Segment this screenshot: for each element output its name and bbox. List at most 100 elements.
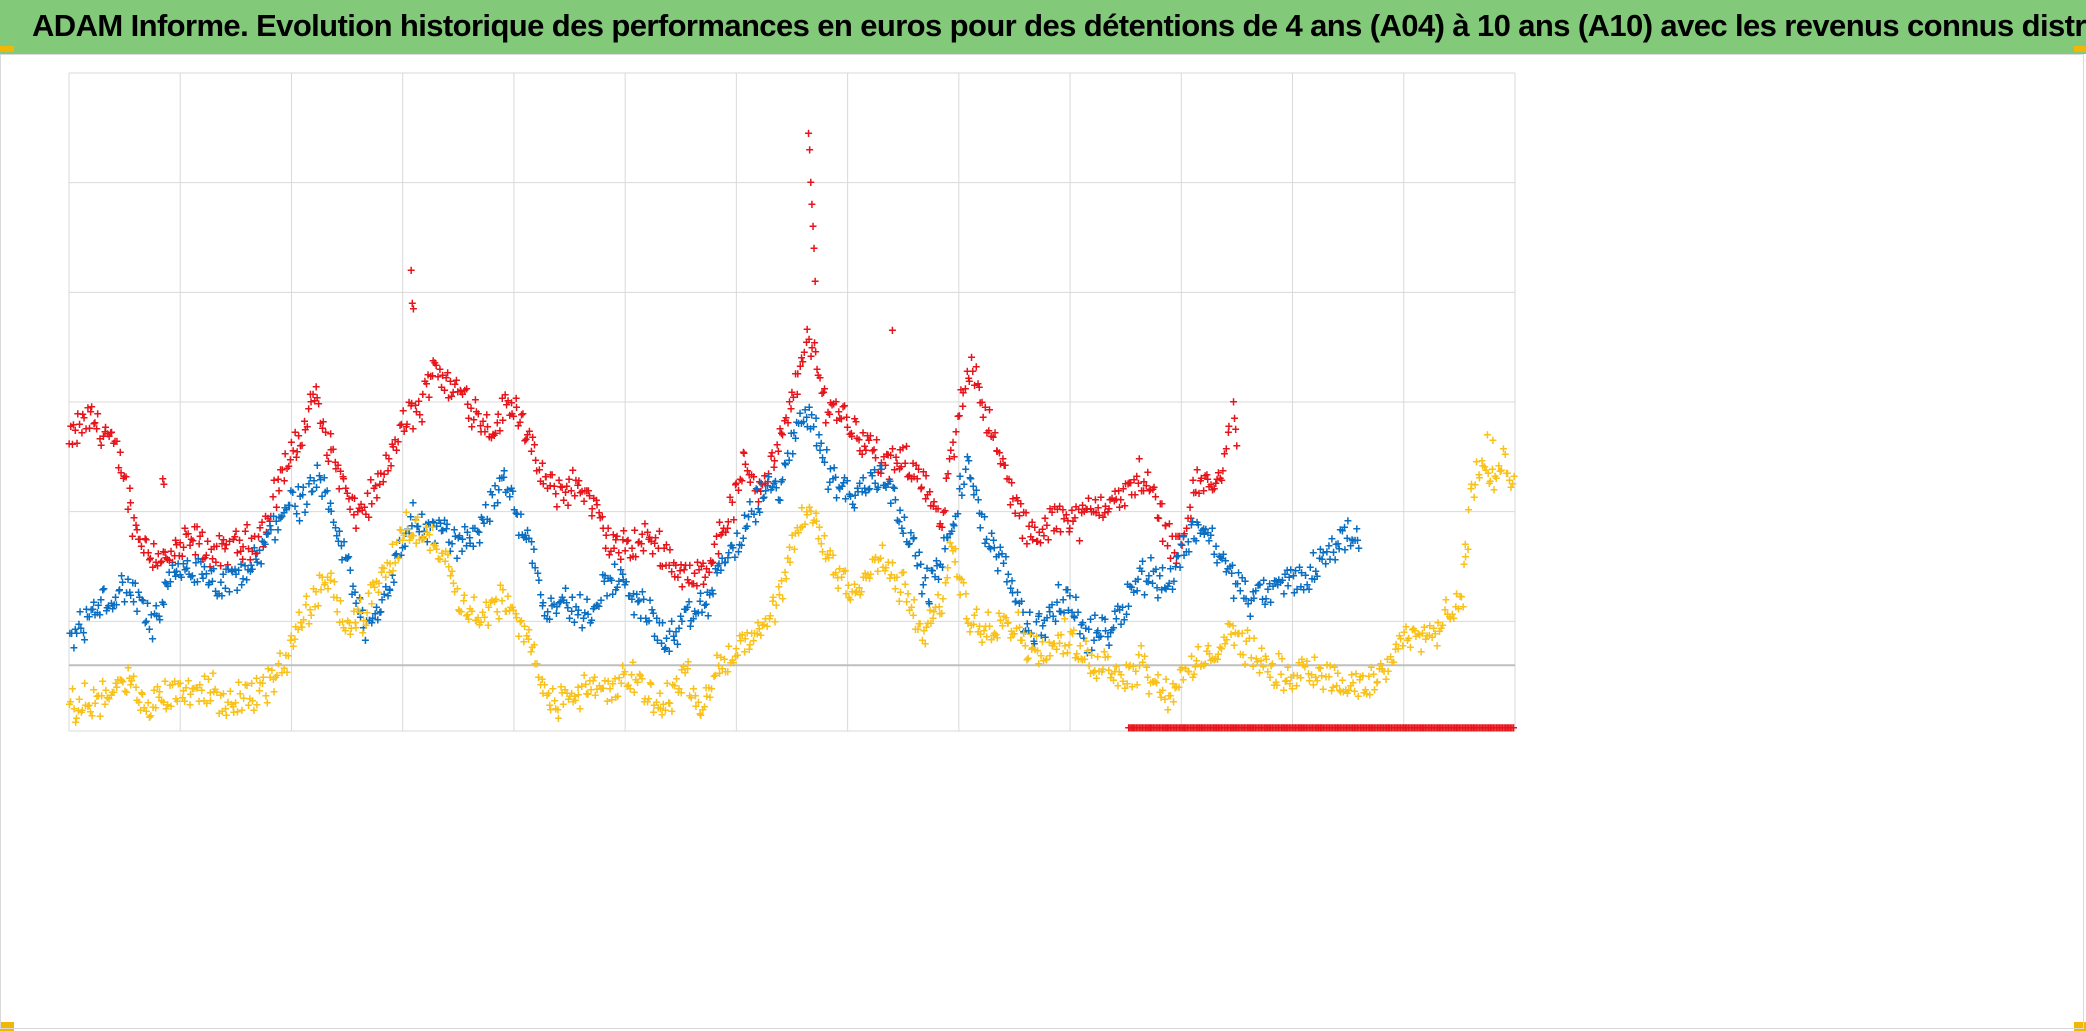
marker-a04: + — [1009, 492, 1017, 507]
marker-a05: + — [83, 610, 91, 625]
marker-a05: + — [659, 616, 667, 631]
marker-a04: + — [255, 530, 263, 545]
marker-a04: + — [273, 501, 281, 516]
marker-a04-baseline: + — [1304, 721, 1312, 736]
marker-a04-baseline: + — [1247, 721, 1255, 736]
marker-a04: + — [788, 386, 796, 401]
marker-a04: + — [199, 553, 207, 568]
marker-a05: + — [145, 622, 153, 637]
marker-a04: + — [1161, 518, 1169, 533]
marker-a04: + — [569, 464, 577, 479]
marker-a05: + — [445, 535, 453, 550]
marker-a04: + — [1204, 473, 1212, 488]
marker-a05: + — [124, 573, 132, 588]
marker-a04: + — [859, 426, 867, 441]
marker-a04-baseline: + — [1267, 721, 1275, 736]
marker-a05: + — [771, 475, 779, 490]
marker-a05: + — [709, 587, 717, 602]
marker-a05: + — [202, 567, 210, 582]
marker-a05: + — [871, 463, 879, 478]
marker-a04: + — [665, 559, 673, 574]
marker-a05: + — [929, 564, 937, 579]
marker-a04: + — [1197, 474, 1205, 489]
marker-a05: + — [118, 569, 126, 584]
marker-a05: + — [479, 512, 487, 527]
marker-a04: + — [122, 470, 130, 485]
marker-a05: + — [626, 589, 634, 604]
marker-a04-baseline: + — [1185, 721, 1193, 736]
marker-a05: + — [670, 633, 678, 648]
marker-a04-baseline: + — [1256, 721, 1264, 736]
marker-a04: + — [771, 454, 779, 469]
marker-a04-baseline: + — [1421, 721, 1429, 736]
marker-a04-baseline: + — [1171, 721, 1179, 736]
marker-a04: + — [1187, 511, 1195, 526]
marker-a10: + — [1390, 656, 1398, 671]
marker-a05: + — [600, 575, 608, 590]
marker-a05: + — [612, 583, 620, 598]
marker-a04-baseline: + — [1330, 721, 1338, 736]
marker-a05: + — [677, 610, 685, 625]
marker-a05: + — [796, 406, 804, 421]
marker-a05: + — [198, 568, 206, 583]
marker-a04: + — [918, 481, 926, 496]
marker-a04-outlier: + — [810, 242, 818, 257]
marker-a04: + — [1076, 534, 1084, 549]
marker-a05: + — [401, 539, 409, 554]
marker-a04: + — [552, 487, 560, 502]
marker-a05: + — [252, 553, 260, 568]
marker-a04-outlier: + — [1233, 439, 1241, 454]
marker-a04: + — [432, 359, 440, 374]
marker-a04: + — [527, 444, 535, 459]
marker-a04: + — [620, 524, 628, 539]
marker-a04: + — [1152, 490, 1160, 505]
marker-a04: + — [389, 440, 397, 455]
marker-a05: + — [173, 565, 181, 580]
marker-a05: + — [816, 444, 824, 459]
marker-a04: + — [896, 462, 904, 477]
marker-a04-baseline: + — [1389, 721, 1397, 736]
marker-a04: + — [770, 460, 778, 475]
marker-a04-baseline: + — [1204, 721, 1212, 736]
marker-a05: + — [643, 615, 651, 630]
marker-a05: + — [706, 588, 714, 603]
marker-a05: + — [847, 490, 855, 505]
marker-a05: + — [454, 531, 462, 546]
marker-a04-baseline: + — [1323, 721, 1331, 736]
marker-a05: + — [433, 520, 441, 535]
marker-a04: + — [710, 537, 718, 552]
marker-a05: + — [928, 564, 936, 579]
marker-a05: + — [854, 481, 862, 496]
marker-a05: + — [218, 589, 226, 604]
marker-a04-baseline: + — [1491, 721, 1499, 736]
marker-a04: + — [866, 429, 874, 444]
marker-a05: + — [179, 557, 187, 572]
marker-a04: + — [364, 487, 372, 502]
marker-a10: + — [782, 572, 790, 587]
marker-a05: + — [543, 612, 551, 627]
marker-a04-baseline: + — [1239, 721, 1247, 736]
marker-a05: + — [97, 593, 105, 608]
marker-a05: + — [781, 458, 789, 473]
marker-a04: + — [599, 522, 607, 537]
marker-a04: + — [588, 502, 596, 517]
marker-a05: + — [435, 514, 443, 529]
marker-a05: + — [576, 588, 584, 603]
marker-a05: + — [882, 481, 890, 496]
marker-a05: + — [199, 572, 207, 587]
marker-a04-baseline: + — [1162, 721, 1170, 736]
marker-a05: + — [683, 601, 691, 616]
marker-a04: + — [531, 438, 539, 453]
marker-a04: + — [99, 429, 107, 444]
marker-a04: + — [508, 407, 516, 422]
marker-a04: + — [471, 393, 479, 408]
marker-a05: + — [588, 614, 596, 629]
marker-a05: + — [488, 488, 496, 503]
marker-a05: + — [239, 572, 247, 587]
marker-a05: + — [807, 422, 815, 437]
marker-a04-baseline: + — [1488, 721, 1496, 736]
marker-a05: + — [548, 599, 556, 614]
marker-a04: + — [1015, 509, 1023, 524]
marker-a04: + — [1043, 519, 1051, 534]
marker-a05: + — [277, 511, 285, 526]
